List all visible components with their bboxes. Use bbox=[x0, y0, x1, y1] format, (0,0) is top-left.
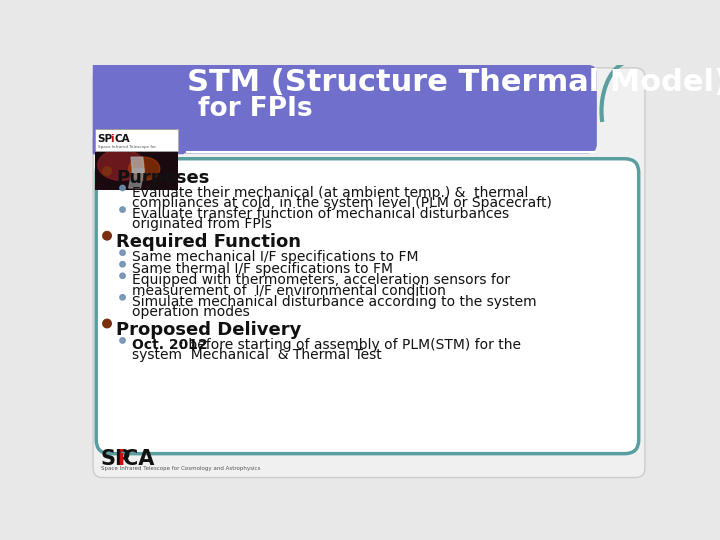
Ellipse shape bbox=[98, 150, 144, 180]
Text: i: i bbox=[117, 449, 125, 469]
Text: Required Function: Required Function bbox=[117, 233, 302, 252]
Circle shape bbox=[120, 250, 125, 255]
Circle shape bbox=[103, 319, 112, 328]
Circle shape bbox=[120, 185, 125, 191]
Text: compliances at cold, in the system level (PLM or Spacecraft): compliances at cold, in the system level… bbox=[132, 195, 552, 210]
Circle shape bbox=[120, 207, 125, 212]
Circle shape bbox=[120, 338, 125, 343]
Polygon shape bbox=[129, 168, 144, 188]
Text: Evaluate their mechanical (at ambient temp.) &  thermal: Evaluate their mechanical (at ambient te… bbox=[132, 186, 528, 200]
Text: Simulate mechanical disturbance according to the system: Simulate mechanical disturbance accordin… bbox=[132, 295, 536, 309]
Ellipse shape bbox=[129, 157, 160, 180]
FancyBboxPatch shape bbox=[94, 130, 179, 190]
Text: Oct. 2012: Oct. 2012 bbox=[132, 338, 207, 352]
Polygon shape bbox=[93, 138, 129, 153]
Text: SP: SP bbox=[98, 134, 113, 145]
Text: operation modes: operation modes bbox=[132, 305, 250, 319]
Text: originated from FPIs: originated from FPIs bbox=[132, 217, 271, 231]
Text: Same mechanical I/F specifications to FM: Same mechanical I/F specifications to FM bbox=[132, 251, 418, 265]
Text: measurement of  I/F environmental condition: measurement of I/F environmental conditi… bbox=[132, 284, 446, 298]
Polygon shape bbox=[131, 157, 144, 173]
Circle shape bbox=[103, 232, 112, 240]
Text: system  Mechanical  & Thermal Test: system Mechanical & Thermal Test bbox=[132, 348, 382, 362]
Text: Equipped with thermometers, acceleration sensors for: Equipped with thermometers, acceleration… bbox=[132, 273, 510, 287]
Text: CA: CA bbox=[122, 449, 154, 469]
Text: Same thermal I/F specifications to FM: Same thermal I/F specifications to FM bbox=[132, 262, 393, 276]
Text: SP: SP bbox=[101, 449, 131, 469]
Text: for FPIs: for FPIs bbox=[199, 96, 313, 122]
Text: Evaluate transfer function of mechanical disturbances: Evaluate transfer function of mechanical… bbox=[132, 207, 509, 221]
Text: STM (Structure Thermal Model): STM (Structure Thermal Model) bbox=[187, 68, 720, 97]
Circle shape bbox=[120, 273, 125, 279]
FancyBboxPatch shape bbox=[96, 159, 639, 454]
Circle shape bbox=[120, 295, 125, 300]
FancyBboxPatch shape bbox=[93, 65, 597, 153]
FancyBboxPatch shape bbox=[94, 130, 179, 151]
Polygon shape bbox=[93, 65, 183, 153]
Circle shape bbox=[103, 167, 112, 176]
Text: : before starting of assembly of PLM(STM) for the: : before starting of assembly of PLM(STM… bbox=[175, 338, 521, 352]
Circle shape bbox=[120, 261, 125, 267]
Text: Purposes: Purposes bbox=[117, 168, 210, 187]
Text: Space Infrared Telescope for: Space Infrared Telescope for bbox=[98, 145, 156, 149]
FancyBboxPatch shape bbox=[93, 68, 645, 477]
Text: Space Infrared Telescope for Cosmology and Astrophysics: Space Infrared Telescope for Cosmology a… bbox=[101, 466, 260, 471]
Text: CA: CA bbox=[114, 134, 130, 145]
Text: Proposed Delivery: Proposed Delivery bbox=[117, 321, 302, 339]
Text: i: i bbox=[110, 134, 114, 145]
